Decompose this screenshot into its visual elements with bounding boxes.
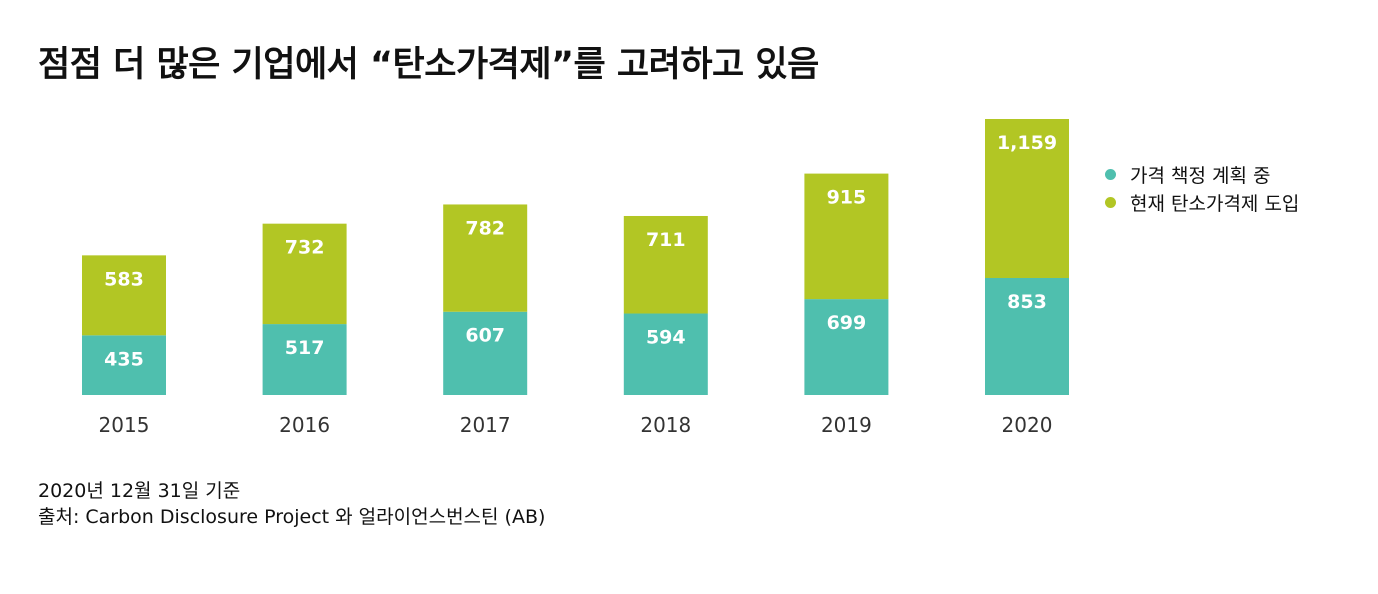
legend-label-implemented: 현재 탄소가격제 도입 bbox=[1130, 192, 1300, 215]
legend-label-planning: 가격 책정 계획 중 bbox=[1130, 164, 1271, 187]
data-label-implemented-2020: 1,159 bbox=[997, 132, 1057, 154]
bar-segment-planning-2016 bbox=[262, 324, 347, 395]
data-label-planning-2015: 435 bbox=[104, 348, 144, 370]
x-tick-label-2018: 2018 bbox=[640, 413, 691, 437]
bar-segment-implemented-2020 bbox=[985, 119, 1069, 278]
legend-swatch-implemented bbox=[1105, 196, 1116, 208]
bar-segment-planning-2015 bbox=[82, 335, 166, 395]
x-tick-label-2020: 2020 bbox=[1002, 413, 1053, 437]
bar-segment-implemented-2017 bbox=[443, 204, 528, 312]
bar-segment-planning-2020 bbox=[985, 277, 1069, 395]
data-label-planning-2016: 517 bbox=[285, 337, 325, 359]
footnote-date: 2020년 12월 31일 기준 bbox=[38, 480, 241, 502]
data-label-implemented-2015: 583 bbox=[104, 268, 144, 290]
x-tick-label-2017: 2017 bbox=[460, 413, 511, 437]
bar-segment-planning-2019 bbox=[804, 299, 889, 395]
data-label-planning-2019: 699 bbox=[827, 312, 867, 334]
data-label-implemented-2018: 711 bbox=[646, 229, 686, 251]
x-tick-label-2015: 2015 bbox=[99, 413, 150, 437]
bar-segment-implemented-2016 bbox=[262, 223, 347, 325]
data-label-implemented-2019: 915 bbox=[827, 187, 867, 209]
data-label-planning-2017: 607 bbox=[465, 325, 505, 347]
bar-segment-implemented-2019 bbox=[804, 173, 889, 300]
chart-title: 점점 더 많은 기업에서 “탄소가격제”를 고려하고 있음 bbox=[38, 45, 819, 85]
bar-segment-implemented-2015 bbox=[82, 255, 166, 336]
bar-segment-planning-2018 bbox=[623, 313, 708, 395]
data-label-implemented-2017: 782 bbox=[465, 217, 505, 239]
footnote: 2020년 12월 31일 기준 출처: Carbon Disclosure P… bbox=[38, 478, 545, 530]
legend-item-planning: 가격 책정 계획 중 bbox=[1105, 160, 1299, 188]
data-label-planning-2018: 594 bbox=[646, 327, 686, 349]
x-tick-label-2019: 2019 bbox=[821, 413, 872, 437]
footnote-source: 출처: Carbon Disclosure Project 와 얼라이언스번스틴… bbox=[38, 506, 546, 528]
bar-segment-implemented-2018 bbox=[623, 215, 708, 314]
legend-item-implemented: 현재 탄소가격제 도입 bbox=[1105, 188, 1299, 216]
legend-swatch-planning bbox=[1105, 168, 1116, 180]
x-tick-label-2016: 2016 bbox=[279, 413, 330, 437]
chart-legend: 가격 책정 계획 중 현재 탄소가격제 도입 bbox=[1105, 160, 1299, 216]
bar-segment-planning-2017 bbox=[443, 311, 528, 395]
data-label-planning-2020: 853 bbox=[1007, 291, 1047, 313]
data-label-implemented-2016: 732 bbox=[285, 237, 325, 259]
